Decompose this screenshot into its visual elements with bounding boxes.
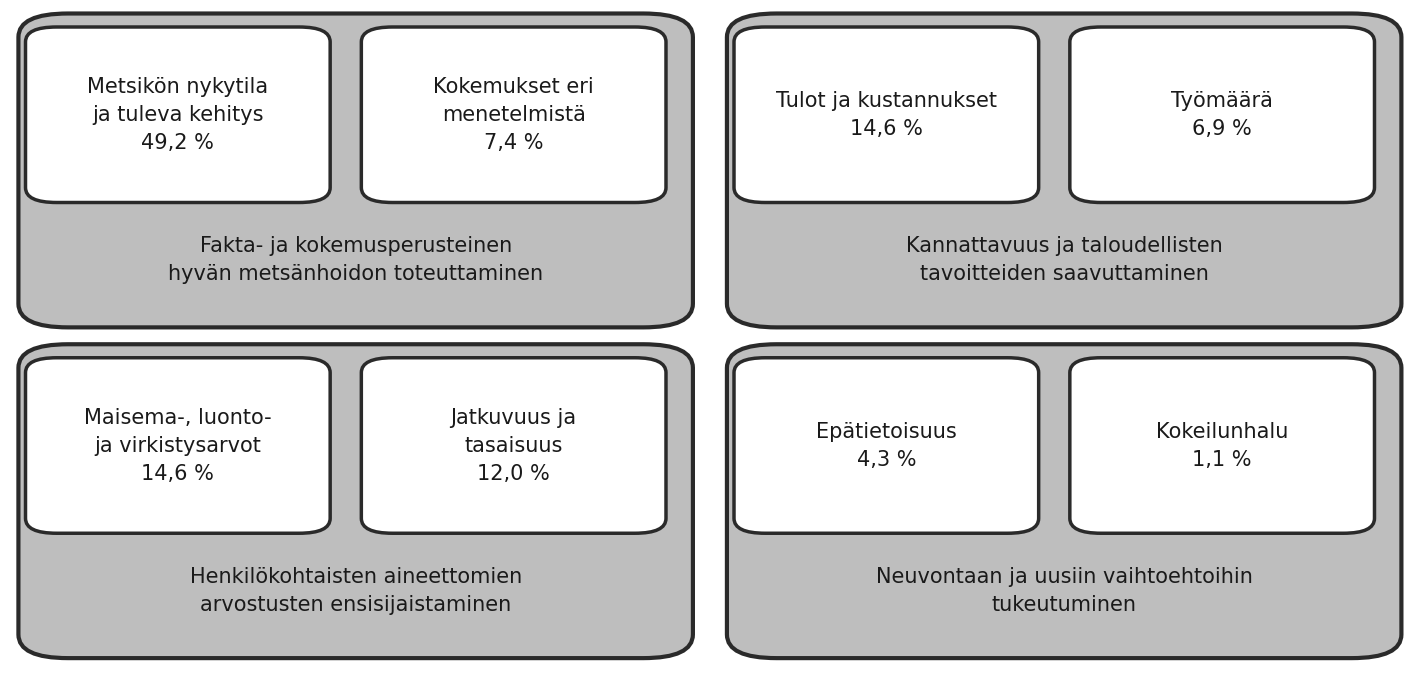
FancyBboxPatch shape	[1070, 27, 1374, 202]
FancyBboxPatch shape	[734, 27, 1039, 202]
Text: Jatkuvuus ja
tasaisuus
12,0 %: Jatkuvuus ja tasaisuus 12,0 %	[451, 408, 577, 483]
FancyBboxPatch shape	[26, 358, 330, 533]
Text: Tulot ja kustannukset
14,6 %: Tulot ja kustannukset 14,6 %	[777, 90, 996, 139]
FancyBboxPatch shape	[734, 358, 1039, 533]
FancyBboxPatch shape	[26, 27, 330, 202]
Text: Kannattavuus ja taloudellisten
tavoitteiden saavuttaminen: Kannattavuus ja taloudellisten tavoittei…	[905, 236, 1223, 284]
FancyBboxPatch shape	[18, 14, 693, 327]
Text: Epätietoisuus
4,3 %: Epätietoisuus 4,3 %	[816, 421, 956, 470]
Text: Maisema-, luonto-
ja virkistysarvot
14,6 %: Maisema-, luonto- ja virkistysarvot 14,6…	[84, 408, 272, 483]
FancyBboxPatch shape	[361, 358, 666, 533]
FancyBboxPatch shape	[361, 27, 666, 202]
Text: Työmäärä
6,9 %: Työmäärä 6,9 %	[1172, 90, 1272, 139]
Text: Fakta- ja kokemusperusteinen
hyvän metsänhoidon toteuttaminen: Fakta- ja kokemusperusteinen hyvän metsä…	[169, 236, 543, 284]
FancyBboxPatch shape	[18, 344, 693, 658]
FancyBboxPatch shape	[1070, 358, 1374, 533]
FancyBboxPatch shape	[727, 344, 1401, 658]
Text: Kokemukset eri
menetelmistä
7,4 %: Kokemukset eri menetelmistä 7,4 %	[434, 77, 594, 153]
Text: Kokeilunhalu
1,1 %: Kokeilunhalu 1,1 %	[1156, 421, 1288, 470]
Text: Henkilökohtaisten aineettomien
arvostusten ensisijaistaminen: Henkilökohtaisten aineettomien arvostust…	[190, 566, 521, 615]
Text: Metsikön nykytila
ja tuleva kehitys
49,2 %: Metsikön nykytila ja tuleva kehitys 49,2…	[88, 77, 268, 153]
FancyBboxPatch shape	[727, 14, 1401, 327]
Text: Neuvontaan ja uusiin vaihtoehtoihin
tukeutuminen: Neuvontaan ja uusiin vaihtoehtoihin tuke…	[876, 566, 1253, 615]
